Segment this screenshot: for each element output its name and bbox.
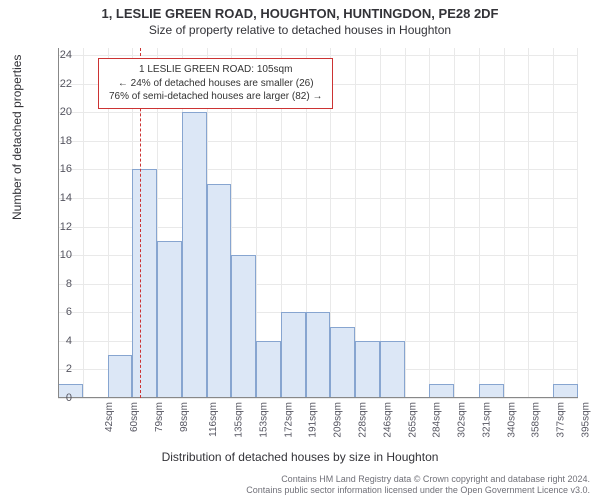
gridline-v [83, 48, 84, 398]
histogram-bar [355, 341, 380, 398]
histogram-bar [231, 255, 256, 398]
gridline-v [553, 48, 554, 398]
chart-container: 1, LESLIE GREEN ROAD, HOUGHTON, HUNTINGD… [0, 0, 600, 500]
histogram-bar [132, 169, 157, 398]
x-tick-label: 228sqm [358, 402, 369, 438]
x-axis-label: Distribution of detached houses by size … [0, 450, 600, 464]
x-tick-label: 246sqm [382, 402, 393, 438]
x-tick-label: 98sqm [179, 402, 190, 432]
chart-subtitle: Size of property relative to detached ho… [0, 21, 600, 37]
x-tick-label: 191sqm [308, 402, 319, 438]
x-tick-label: 265sqm [407, 402, 418, 438]
x-tick-label: 284sqm [432, 402, 443, 438]
histogram-bar [479, 384, 504, 398]
y-tick-label: 16 [48, 163, 72, 175]
x-axis-line [58, 397, 578, 398]
histogram-bar [256, 341, 281, 398]
y-tick-label: 2 [48, 363, 72, 375]
gridline-h [58, 55, 578, 56]
annotation-line: 76% of semi-detached houses are larger (… [109, 90, 322, 104]
histogram-bar [330, 327, 355, 398]
plot-area: 1 LESLIE GREEN ROAD: 105sqm← 24% of deta… [58, 48, 578, 398]
y-tick-label: 4 [48, 335, 72, 347]
gridline-h [58, 141, 578, 142]
x-tick-label: 358sqm [531, 402, 542, 438]
histogram-bar [429, 384, 454, 398]
y-tick-label: 6 [48, 306, 72, 318]
histogram-bar [182, 112, 207, 398]
x-tick-label: 172sqm [283, 402, 294, 438]
y-tick-label: 22 [48, 78, 72, 90]
gridline-v [577, 48, 578, 398]
x-tick-label: 321sqm [481, 402, 492, 438]
histogram-bar [553, 384, 578, 398]
histogram-bar [306, 312, 331, 398]
gridline-v [454, 48, 455, 398]
histogram-bar [380, 341, 405, 398]
annotation-box: 1 LESLIE GREEN ROAD: 105sqm← 24% of deta… [98, 58, 333, 109]
x-tick-label: 42sqm [104, 402, 115, 432]
annotation-line: ← 24% of detached houses are smaller (26… [109, 77, 322, 91]
x-tick-label: 209sqm [333, 402, 344, 438]
y-tick-label: 18 [48, 135, 72, 147]
gridline-v [429, 48, 430, 398]
footer-line-2: Contains public sector information licen… [246, 485, 590, 496]
gridline-v [528, 48, 529, 398]
y-tick-label: 14 [48, 192, 72, 204]
y-tick-label: 8 [48, 278, 72, 290]
attribution-footer: Contains HM Land Registry data © Crown c… [246, 474, 590, 497]
y-axis-label: Number of detached properties [10, 55, 24, 220]
y-tick-label: 10 [48, 249, 72, 261]
gridline-v [504, 48, 505, 398]
y-tick-label: 12 [48, 221, 72, 233]
x-tick-label: 135sqm [234, 402, 245, 438]
y-tick-label: 20 [48, 106, 72, 118]
x-tick-label: 79sqm [154, 402, 165, 432]
chart-title-address: 1, LESLIE GREEN ROAD, HOUGHTON, HUNTINGD… [0, 0, 600, 21]
histogram-bar [108, 355, 133, 398]
x-tick-label: 153sqm [259, 402, 270, 438]
gridline-v [479, 48, 480, 398]
histogram-plot: 1 LESLIE GREEN ROAD: 105sqm← 24% of deta… [58, 48, 578, 398]
x-tick-label: 116sqm [208, 402, 219, 437]
histogram-bar [281, 312, 306, 398]
x-tick-label: 395sqm [580, 402, 591, 438]
gridline-h [58, 112, 578, 113]
histogram-bar [157, 241, 182, 398]
annotation-line: 1 LESLIE GREEN ROAD: 105sqm [109, 63, 322, 77]
x-tick-label: 60sqm [129, 402, 140, 432]
y-tick-label: 24 [48, 49, 72, 61]
x-tick-label: 377sqm [556, 402, 567, 438]
histogram-bar [207, 184, 232, 398]
x-tick-label: 302sqm [457, 402, 468, 438]
gridline-v [405, 48, 406, 398]
x-tick-label: 340sqm [506, 402, 517, 438]
footer-line-1: Contains HM Land Registry data © Crown c… [246, 474, 590, 485]
gridline-h [58, 398, 578, 399]
y-tick-label: 0 [48, 392, 72, 404]
